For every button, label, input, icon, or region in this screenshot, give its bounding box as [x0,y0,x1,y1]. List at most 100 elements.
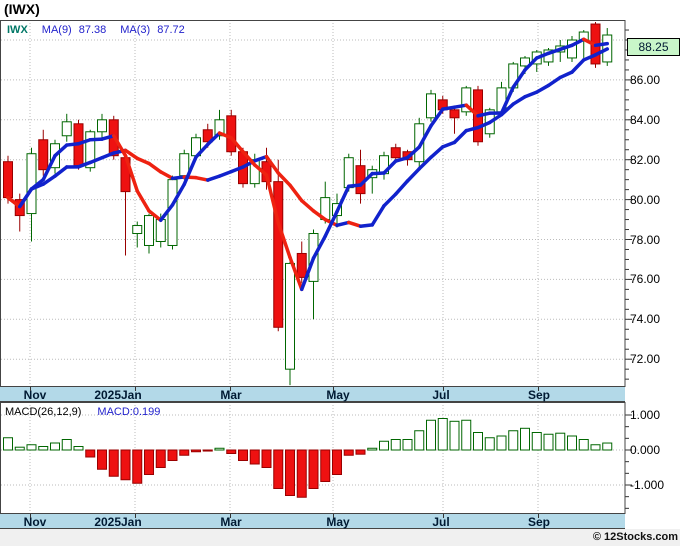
ma3-line-segment [229,136,245,154]
candle-body [167,179,178,246]
legend-ma9-label: MA(9) [41,24,72,36]
macd-bar [202,449,213,452]
macd-bar [508,430,519,451]
price-axis-label: 72.00 [630,352,661,367]
macd-axis-label: 1.000 [630,408,661,422]
month-label: Mar [220,388,242,402]
legend-ma3-label: MA(3) [120,24,151,36]
macd-bar [50,442,60,451]
ma9-line-segment [159,170,175,181]
legend-ma9-value: 87.38 [78,24,107,36]
month-tick [443,514,444,518]
macd-bar [132,449,143,484]
ma9-line-segment [582,53,598,62]
month-label: May [326,515,350,529]
ma9-line-segment [382,192,398,208]
ma3-line-segment [217,131,233,140]
month-label: Jul [432,515,450,529]
candle-body [155,219,166,242]
ma3-line-segment [123,153,139,193]
ma9-line-segment [523,90,539,99]
candle-body [520,57,530,67]
ma9-line-segment [53,165,69,178]
ma3-line-segment [76,138,92,146]
ma3-line-segment [88,137,104,142]
macd-value-label: MACD:0.199 [97,406,161,418]
ma9-line-segment [347,220,363,228]
ma9-line-segment [593,47,609,57]
chart-legend: IWX MA(9) 87.38 MA(3) 87.72 [7,24,185,36]
ma9-line-segment [147,161,163,174]
macd-bar [261,449,272,468]
ma9-line-segment [464,125,480,133]
macd-bar [97,449,107,470]
ma9-line-segment [511,94,527,106]
ma3-line-segment [276,221,292,260]
macd-bar [496,435,507,451]
macd-bar [531,432,542,451]
month-label: 2025Jan [94,388,142,402]
month-label: Nov [23,388,47,402]
month-tick [230,514,231,518]
macd-bar [449,420,460,451]
macd-axis-label: -1.000 [630,478,665,492]
candle-body [38,139,49,171]
candle-body [449,109,460,119]
ma3-line-segment [311,234,327,260]
macd-panel-frame [0,402,626,514]
ma9-line-segment [546,75,562,88]
macd-bar [567,435,577,451]
price-panel-frame [0,20,626,387]
ma3-line-segment [112,134,128,158]
ma9-line-segment [264,154,280,175]
month-label: May [326,388,350,402]
macd-bar [484,437,495,451]
macd-bar [14,446,25,451]
macd-bar [3,437,13,451]
ma3-line-segment [288,255,304,292]
candle-body [26,153,37,215]
month-tick [333,514,334,518]
macd-bar [38,446,49,451]
month-tick [135,514,136,518]
macd-bar [473,432,483,451]
ma9-line-segment [135,156,151,166]
ma9-line-segment [300,198,316,213]
macd-bar [414,430,425,451]
macd-bar [155,449,166,468]
ma3-line-segment [159,203,175,222]
macd-bar [226,449,237,454]
candle-body [343,157,354,189]
ma3-line-segment [323,209,339,238]
candle-body [285,262,295,370]
macd-bar [355,449,366,455]
legend-ma3-value: 87.72 [157,24,185,36]
ma3-line-segment [6,195,22,209]
price-axis-label: 84.00 [630,112,661,127]
macd-bar [437,418,448,451]
footer-strip [0,529,680,546]
ma3-line-segment [135,189,151,213]
macd-bar [61,439,72,451]
legend-ma9: MA(9) 87.38 [42,24,106,36]
ma3-line-segment [464,103,480,118]
ma9-line-segment [358,223,374,228]
candle-body [226,115,237,153]
ma3-line-segment [65,141,81,147]
ma3-line-segment [300,256,316,292]
macd-bar [426,419,436,451]
ma9-line-segment [370,204,386,227]
macd-bar [320,449,331,482]
candle-body [97,119,107,133]
ma9-line-segment [570,58,586,74]
ma3-line-segment [546,47,562,56]
macd-bar [543,433,554,451]
ma9-line-segment [488,112,504,125]
macd-bar [296,449,307,498]
ma3-line-segment [499,85,515,115]
ma3-line-segment [570,37,586,48]
legend-symbol: IWX [7,24,28,36]
candle-body [85,131,96,169]
ma9-line-segment [170,175,186,181]
